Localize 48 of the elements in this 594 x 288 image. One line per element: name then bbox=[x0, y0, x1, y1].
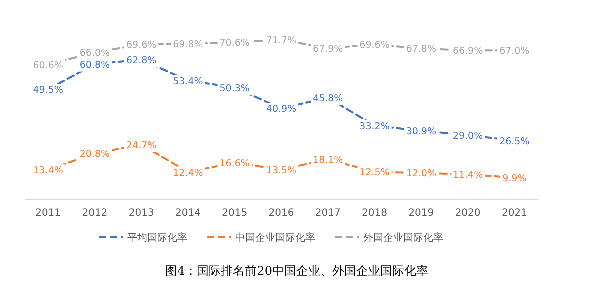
data-label: 49.5% bbox=[33, 85, 64, 96]
data-label: 69.8% bbox=[173, 40, 204, 51]
data-label: 13.5% bbox=[266, 165, 297, 176]
data-label: 60.6% bbox=[33, 60, 64, 72]
data-label: 12.0% bbox=[406, 168, 437, 180]
data-label: 67.9% bbox=[313, 44, 344, 55]
legend-label: 中国企业国际化率 bbox=[236, 232, 316, 244]
x-tick-label: 2021 bbox=[502, 208, 528, 219]
x-tick-label: 2014 bbox=[176, 208, 201, 219]
data-label: 70.6% bbox=[220, 38, 250, 49]
data-label: 26.5% bbox=[500, 136, 530, 148]
x-tick-label: 2019 bbox=[408, 208, 434, 219]
data-label: 33.2% bbox=[360, 121, 390, 132]
data-label: 29.0% bbox=[452, 130, 484, 142]
data-label: 66.9% bbox=[452, 46, 484, 58]
data-label: 12.5% bbox=[360, 168, 390, 179]
legend-label: 平均国际化率 bbox=[128, 232, 188, 244]
data-label: 30.9% bbox=[406, 126, 437, 138]
data-label: 66.0% bbox=[80, 48, 110, 60]
x-tick-label: 2011 bbox=[36, 208, 62, 219]
data-label: 67.0% bbox=[500, 46, 530, 57]
data-label: 24.7% bbox=[126, 140, 157, 152]
x-tick-label: 2012 bbox=[82, 208, 108, 219]
data-label: 53.4% bbox=[173, 76, 204, 88]
data-label: 71.7% bbox=[266, 36, 297, 46]
data-label: 45.8% bbox=[313, 93, 344, 104]
data-label: 69.6% bbox=[126, 40, 157, 52]
data-label: 60.8% bbox=[80, 60, 110, 71]
data-label: 13.4% bbox=[33, 166, 64, 177]
data-label: 67.8% bbox=[406, 44, 437, 56]
x-tick-label: 2013 bbox=[128, 208, 154, 219]
data-label: 62.8% bbox=[126, 55, 157, 66]
x-tick-label: 2016 bbox=[268, 208, 294, 219]
x-tick-label: 2020 bbox=[455, 208, 481, 219]
data-label: 16.6% bbox=[220, 158, 250, 170]
data-label: 50.3% bbox=[220, 83, 250, 94]
data-label: 9.9% bbox=[502, 173, 527, 184]
x-tick-label: 2017 bbox=[315, 208, 341, 219]
data-label: 12.4% bbox=[173, 168, 204, 179]
x-tick-label: 2018 bbox=[362, 208, 388, 219]
data-label: 20.8% bbox=[80, 149, 110, 160]
data-label: 69.6% bbox=[360, 40, 390, 52]
x-tick-label: 2015 bbox=[222, 208, 248, 219]
data-label: 40.9% bbox=[266, 104, 297, 116]
data-label: 11.4% bbox=[452, 170, 484, 182]
legend-label: 外国企业国际化率 bbox=[364, 232, 444, 244]
text: 图4：国际排名前20中国企业、外国企业国际化率 bbox=[166, 264, 428, 278]
data-label: 18.1% bbox=[313, 155, 344, 166]
